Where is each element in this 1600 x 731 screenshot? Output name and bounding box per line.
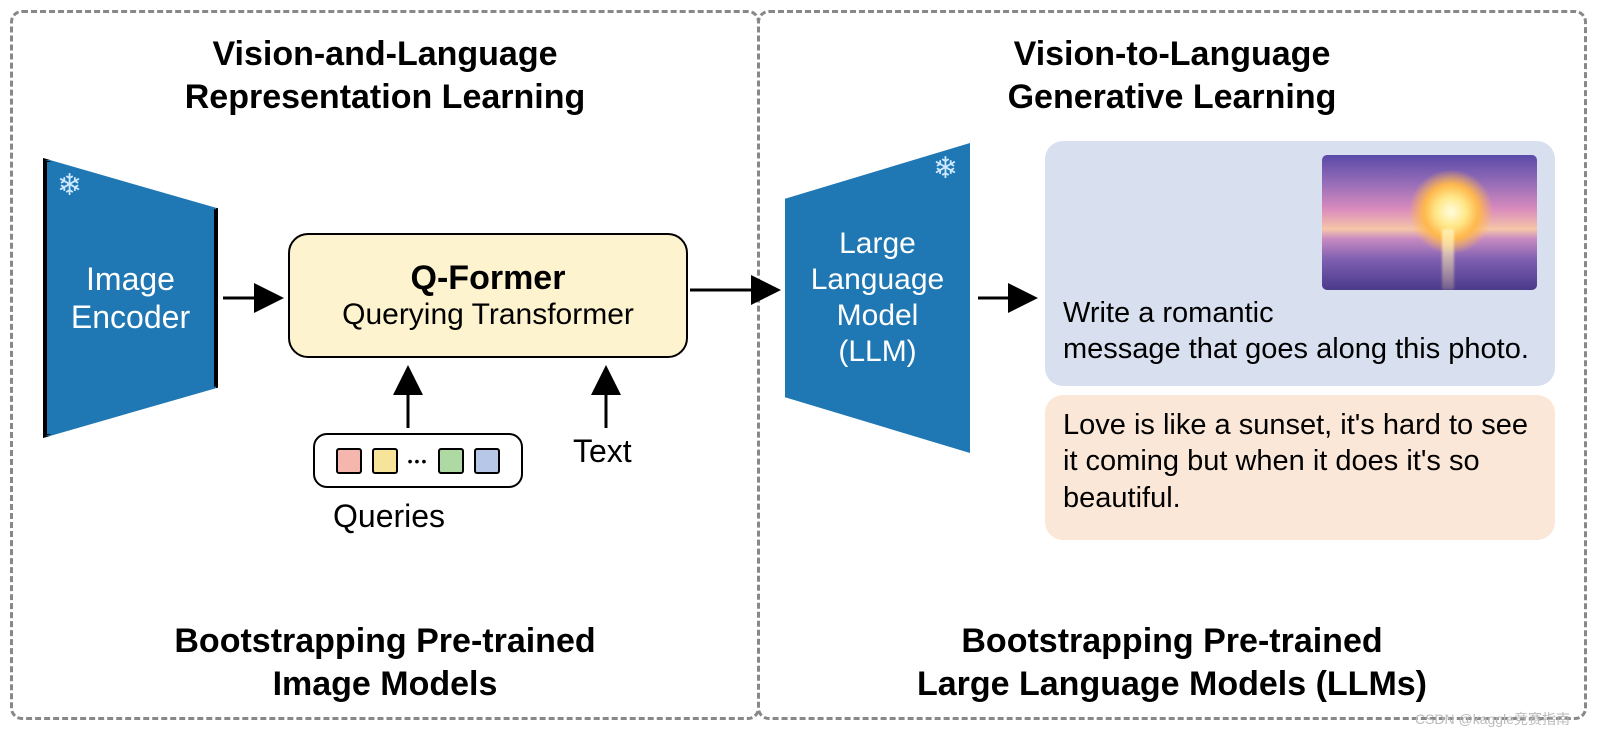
left-title: Vision-and-Language Representation Learn… [33,33,737,118]
query-token-2 [438,448,464,474]
left-subtitle-line2: Image Models [273,665,498,703]
text-label: Text [573,433,632,470]
left-flow: ❄ Image Encoder Q-Former Querying Transf… [33,133,737,573]
queries-label: Queries [333,498,445,535]
queries-box: ••• [313,433,523,488]
query-ellipsis: ••• [408,453,429,469]
left-subtitle: Bootstrapping Pre-trained Image Models [13,620,757,705]
right-title-line1: Vision-to-Language [1014,35,1331,73]
query-token-3 [474,448,500,474]
right-title-line2: Generative Learning [1008,78,1337,116]
right-title: Vision-to-Language Generative Learning [780,33,1564,118]
diagram-container: Vision-and-Language Representation Learn… [10,10,1590,720]
left-panel: Vision-and-Language Representation Learn… [10,10,760,720]
qformer-title: Q-Former [411,259,566,298]
left-subtitle-line1: Bootstrapping Pre-trained [174,622,595,660]
response-box: Love is like a sunset, it's hard to see … [1045,395,1555,540]
llm-label-3: Model [837,298,919,334]
query-token-1 [372,448,398,474]
encoder-label-2: Encoder [71,298,190,336]
qformer-block: Q-Former Querying Transformer [288,233,688,358]
llm-label-4: (LLM) [838,334,916,370]
sunset-image [1322,155,1537,290]
right-flow: ❄ Large Language Model (LLM) Write a rom… [780,133,1564,573]
query-token-0 [336,448,362,474]
right-panel: Vision-to-Language Generative Learning ❄… [757,10,1587,720]
left-title-line1: Vision-and-Language [212,35,557,73]
right-subtitle-line1: Bootstrapping Pre-trained [961,622,1382,660]
watermark: CSDN @kaggle竞赛指南 [1415,709,1570,729]
response-text: Love is like a sunset, it's hard to see … [1063,409,1528,514]
prompt-box: Write a romantic message that goes along… [1045,141,1555,386]
encoder-label-1: Image [86,260,175,298]
llm-label-1: Large [839,226,916,262]
snowflake-icon: ❄ [57,168,82,204]
llm-label-2: Language [811,262,944,298]
right-subtitle: Bootstrapping Pre-trained Large Language… [760,620,1584,705]
llm-block: ❄ Large Language Model (LLM) [785,143,970,453]
right-subtitle-line2: Large Language Models (LLMs) [917,665,1427,703]
image-encoder-block: ❄ Image Encoder [43,158,218,438]
left-title-line2: Representation Learning [185,78,586,116]
snowflake-icon: ❄ [933,151,958,187]
qformer-subtitle: Querying Transformer [342,298,634,332]
